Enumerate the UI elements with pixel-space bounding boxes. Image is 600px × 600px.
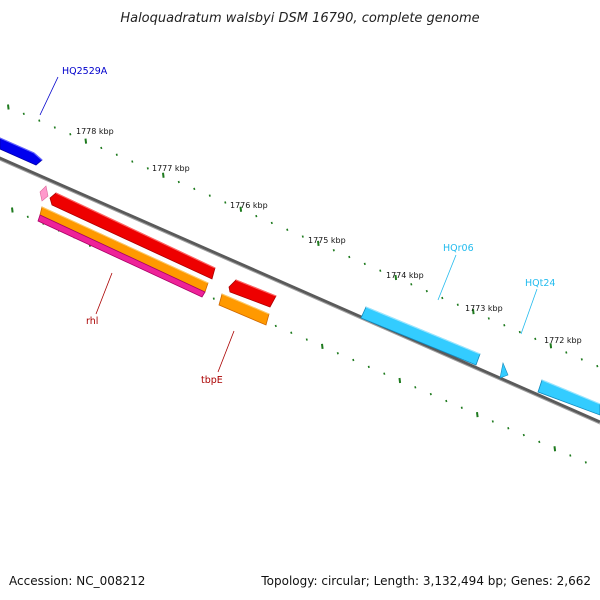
- inner-tick-minor: [383, 372, 386, 375]
- outer-tick-minor: [115, 153, 118, 156]
- gene-orange-tbpe[interactable]: [218, 293, 270, 326]
- outer-tick-minor: [410, 283, 413, 286]
- backbone: [0, 156, 600, 425]
- inner-tick-minor: [569, 454, 572, 457]
- outer-tick-minor: [348, 255, 351, 259]
- outer-tick-major: [7, 104, 10, 110]
- gene-hqr06[interactable]: [360, 306, 481, 366]
- outer-tick-minor: [131, 160, 134, 163]
- outer-tick-minor: [146, 167, 149, 170]
- inner-tick-minor: [212, 297, 215, 300]
- outer-tick-minor: [53, 126, 56, 129]
- kbp-label-1772: 1772 kbp: [544, 336, 582, 345]
- inner-tick-minor: [274, 324, 277, 328]
- outer-tick-minor: [255, 214, 258, 218]
- outer-tick-major: [317, 240, 320, 247]
- outer-tick-minor: [69, 133, 72, 136]
- outer-tick-major: [84, 138, 88, 144]
- kbp-label-1774: 1774 kbp: [386, 271, 424, 280]
- inner-tick-minor: [336, 351, 339, 355]
- kbp-label-1778: 1778 kbp: [76, 127, 114, 136]
- outer-tick-major: [162, 172, 165, 178]
- outer-tick-minor: [100, 146, 103, 150]
- inner-tick-minor: [414, 386, 417, 389]
- outer-tick-minor: [38, 119, 41, 122]
- outer-tick-minor: [286, 228, 289, 231]
- inner-tick-minor: [352, 358, 355, 362]
- outer-tick-minor: [379, 269, 382, 272]
- inner-tick-major: [321, 343, 324, 350]
- outer-tick-minor: [487, 317, 490, 320]
- gene-label-tbpe: tbpE: [201, 375, 223, 386]
- outer-tick-minor: [332, 248, 335, 252]
- outer-tick-minor: [518, 330, 521, 334]
- gene-hq2529a[interactable]: [0, 137, 43, 166]
- kbp-label-1775: 1775 kbp: [308, 236, 346, 245]
- outer-tick-minor: [177, 180, 180, 184]
- outer-tick-minor: [503, 324, 506, 327]
- inner-tick-major: [398, 377, 402, 384]
- gene-red-rhl[interactable]: [49, 192, 216, 280]
- accession-text: Accession: NC_008212: [9, 574, 146, 588]
- inner-tick-major: [553, 446, 557, 452]
- inner-tick-minor: [584, 461, 587, 464]
- outer-tick-minor: [565, 351, 568, 354]
- label-leaders: [39, 76, 538, 373]
- gene-label-rhl: rhl: [86, 316, 98, 327]
- map-title: Haloquadratum walsbyi DSM 16790, complet…: [120, 11, 479, 26]
- outer-tick-minor: [441, 296, 444, 300]
- gene-cyan-right[interactable]: [537, 379, 600, 416]
- outer-tick-major: [239, 206, 243, 212]
- inner-tick-minor: [367, 365, 370, 369]
- outer-tick-minor: [22, 112, 25, 116]
- gene-label-hq2529a: HQ2529A: [62, 66, 108, 77]
- kbp-labels: 1778 kbp 1777 kbp 1776 kbp 1775 kbp 1774…: [76, 127, 582, 345]
- outer-tick-minor: [425, 289, 428, 293]
- inner-tick-minor: [491, 420, 494, 423]
- kbp-label-1777: 1777 kbp: [152, 164, 190, 173]
- outer-tick-ring: [7, 104, 599, 368]
- gene-hqt24[interactable]: [499, 361, 509, 379]
- kbp-label-1773: 1773 kbp: [465, 304, 503, 313]
- outer-tick-major: [549, 343, 553, 349]
- outer-tick-minor: [208, 194, 211, 197]
- kbp-label-1776: 1776 kbp: [230, 201, 268, 210]
- inner-tick-minor: [290, 331, 293, 334]
- inner-tick-minor: [522, 433, 525, 437]
- outer-tick-minor: [363, 262, 366, 266]
- inner-tick-minor: [460, 406, 463, 410]
- topology-text: Topology: circular; Length: 3,132,494 bp…: [261, 574, 591, 588]
- outer-tick-minor: [534, 337, 537, 341]
- inner-tick-major: [11, 207, 14, 213]
- inner-tick-minor: [445, 399, 448, 403]
- inner-tick-minor: [429, 392, 432, 396]
- inner-tick-major: [476, 411, 479, 418]
- gene-label-hqt24: HQt24: [525, 278, 555, 289]
- gene-pink-rhl[interactable]: [37, 214, 206, 298]
- inner-tick-minor: [507, 427, 510, 430]
- outer-tick-minor: [270, 221, 273, 225]
- outer-tick-minor: [224, 201, 227, 204]
- outer-tick-minor: [580, 358, 583, 361]
- gene-labels: HQ2529A rhl tbpE HQr06 HQt24: [62, 66, 555, 386]
- outer-tick-minor: [596, 364, 599, 368]
- gene-light-pink[interactable]: [39, 185, 49, 202]
- gene-red-tbpe[interactable]: [228, 279, 277, 308]
- gene-label-hqr06: HQr06: [443, 243, 474, 254]
- inner-tick-minor: [26, 215, 29, 219]
- outer-tick-major: [472, 308, 475, 315]
- outer-tick-major: [394, 274, 398, 281]
- inner-tick-minor: [538, 440, 541, 444]
- gene-orange-rhl[interactable]: [39, 206, 209, 293]
- outer-tick-minor: [301, 235, 304, 238]
- inner-tick-minor: [305, 338, 308, 341]
- outer-tick-minor: [456, 303, 459, 307]
- outer-tick-minor: [193, 187, 196, 191]
